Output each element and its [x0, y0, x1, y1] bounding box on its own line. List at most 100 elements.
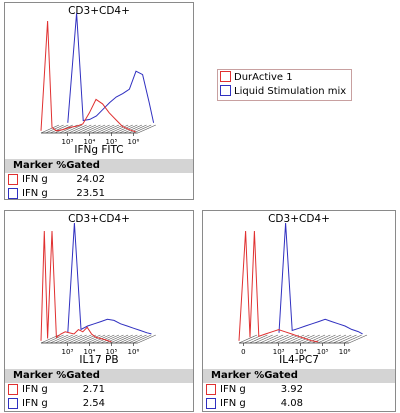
- series-color-swatch: [8, 188, 18, 199]
- floor-hatch-line: [338, 334, 357, 344]
- floor-hatch-line: [322, 334, 341, 344]
- floor-hatch-line: [114, 124, 133, 134]
- floor-hatch-line: [137, 124, 156, 134]
- marker-table-header: Marker %Gated: [203, 369, 395, 383]
- marker-row: IFN g 3.92: [203, 383, 395, 397]
- x-axis-label: IFNg FITC: [74, 144, 124, 156]
- x-tick-label: 10⁴: [84, 348, 96, 356]
- marker-name: IFN g: [220, 398, 246, 409]
- floor-hatch-line: [96, 334, 115, 344]
- floor-hatch-line: [119, 334, 138, 344]
- marker-row: IFN g 23.51: [5, 187, 193, 201]
- floor-hatch-line: [68, 124, 87, 134]
- floor-hatch-line: [270, 334, 289, 344]
- floor-hatch-line: [128, 334, 147, 344]
- percent-gated: 3.92: [280, 384, 303, 395]
- x-tick-label: 0: [241, 348, 245, 356]
- floor-hatch-line: [50, 124, 69, 134]
- x-tick-label: 10⁴: [295, 348, 307, 356]
- x-axis-label: IL4-PC7: [279, 354, 319, 366]
- percent-gated: 2.71: [82, 384, 105, 395]
- floor-hatch-line: [82, 334, 101, 344]
- percent-gated: 2.54: [82, 398, 105, 409]
- floor-hatch-line: [63, 124, 83, 134]
- floor-hatch-line: [254, 334, 273, 344]
- floor-hatch-line: [333, 334, 352, 344]
- histogram-series-liquid-stim: [67, 222, 152, 335]
- floor-hatch-line: [73, 334, 92, 344]
- histogram-panel-il17: CD3+CD4+ 10³ 10⁴ 10⁵ 10⁶ IL17 PB Marker %Ga…: [4, 210, 194, 412]
- series-color-swatch: [206, 398, 216, 409]
- marker-table: Marker %Gated IFN g 3.92 IFN g 4.08: [203, 369, 395, 411]
- floor-hatch-line: [86, 124, 106, 134]
- floor-hatch-line: [68, 334, 87, 344]
- histogram-plot: 10³ 10⁴ 10⁵ 10⁶: [40, 12, 156, 146]
- percent-gated: 24.02: [76, 174, 105, 185]
- histogram-series-duractive: [40, 20, 136, 133]
- x-tick-label: 10⁴: [84, 138, 96, 146]
- floor-hatch-line: [105, 334, 124, 344]
- floor-hatch-line: [327, 334, 347, 344]
- floor-hatch-line: [77, 334, 96, 344]
- legend-label: Liquid Stimulation mix: [234, 86, 347, 97]
- floor-hatch-line: [291, 334, 310, 344]
- histogram-panel-ifng: CD3+CD4+ 10³ 10⁴ 10⁵ 10⁶ IFNg FITC Marker %…: [4, 2, 194, 200]
- floor-hatch-line: [306, 334, 326, 344]
- x-tick-label: 10⁵: [106, 348, 118, 356]
- floor-hatch-line: [45, 334, 64, 344]
- floor-hatch-line: [73, 124, 92, 134]
- marker-table-header: Marker %Gated: [5, 369, 193, 383]
- floor-hatch-line: [63, 334, 83, 344]
- floor-hatch-line: [280, 334, 300, 344]
- floor-hatch-line: [238, 334, 258, 344]
- panel-title: CD3+CD4+: [268, 213, 330, 225]
- histogram-series-duractive: [238, 230, 319, 343]
- floor-hatch-line: [110, 124, 129, 134]
- marker-name: IFN g: [22, 384, 48, 395]
- series-color-swatch: [8, 384, 18, 395]
- floor-hatch-line: [265, 334, 284, 344]
- floor-hatch-line: [59, 334, 78, 344]
- floor-hatch-line: [82, 124, 101, 134]
- x-tick-label: 10³: [273, 348, 285, 356]
- floor-hatch-line: [343, 334, 362, 344]
- floor-hatch-line: [50, 334, 69, 344]
- marker-table: Marker %Gated IFN g 2.71 IFN g 2.54: [5, 369, 193, 411]
- marker-name: IFN g: [22, 188, 48, 199]
- histogram-series-liquid-stim: [278, 222, 363, 335]
- histogram-plot: 10³ 10⁴ 10⁵ 10⁶: [40, 222, 156, 356]
- floor-hatch-line: [96, 124, 115, 134]
- marker-name: IFN g: [22, 174, 48, 185]
- floor-hatch-line: [114, 334, 133, 344]
- x-axis-label: IL17 PB: [79, 354, 119, 366]
- panel-title: CD3+CD4+: [68, 213, 130, 225]
- histogram-series-duractive: [40, 230, 112, 343]
- series-color-swatch: [206, 384, 216, 395]
- floor-hatch-line: [110, 334, 129, 344]
- floor-hatch-line: [100, 334, 120, 344]
- marker-table: Marker %Gated IFN g 24.02 IFN g 23.51: [5, 159, 193, 201]
- floor-hatch-line: [40, 124, 60, 134]
- legend-swatch: [220, 85, 231, 96]
- marker-table-header: Marker %Gated: [5, 159, 193, 173]
- floor-hatch-line: [123, 124, 143, 134]
- floor-hatch-line: [100, 124, 120, 134]
- x-tick-label: 10⁶: [339, 348, 351, 356]
- histogram-series-liquid-stim: [67, 12, 155, 123]
- floor-hatch-line: [77, 124, 96, 134]
- percent-gated: 4.08: [280, 398, 303, 409]
- x-tick-label: 10³: [62, 138, 74, 146]
- marker-row: IFN g 2.54: [5, 397, 193, 411]
- legend-item: Liquid Stimulation mix: [220, 85, 346, 98]
- floor-hatch-line: [259, 334, 279, 344]
- floor-hatch-line: [133, 334, 152, 344]
- x-tick-label: 10³: [62, 348, 74, 356]
- marker-name: IFN g: [22, 398, 48, 409]
- histogram-plot: 0 10³ 10⁴ 10⁵ 10⁶: [238, 222, 368, 356]
- floor-hatch-line: [54, 334, 73, 344]
- panel-title: CD3+CD4+: [68, 5, 130, 17]
- legend-swatch: [220, 71, 231, 82]
- histogram-panel-il4: CD3+CD4+ 0 10³ 10⁴ 10⁵ 10⁶ IL4-PC7 Marker %G…: [202, 210, 396, 412]
- floor-hatch-line: [275, 334, 294, 344]
- legend: DurActive 1 Liquid Stimulation mix: [217, 69, 352, 101]
